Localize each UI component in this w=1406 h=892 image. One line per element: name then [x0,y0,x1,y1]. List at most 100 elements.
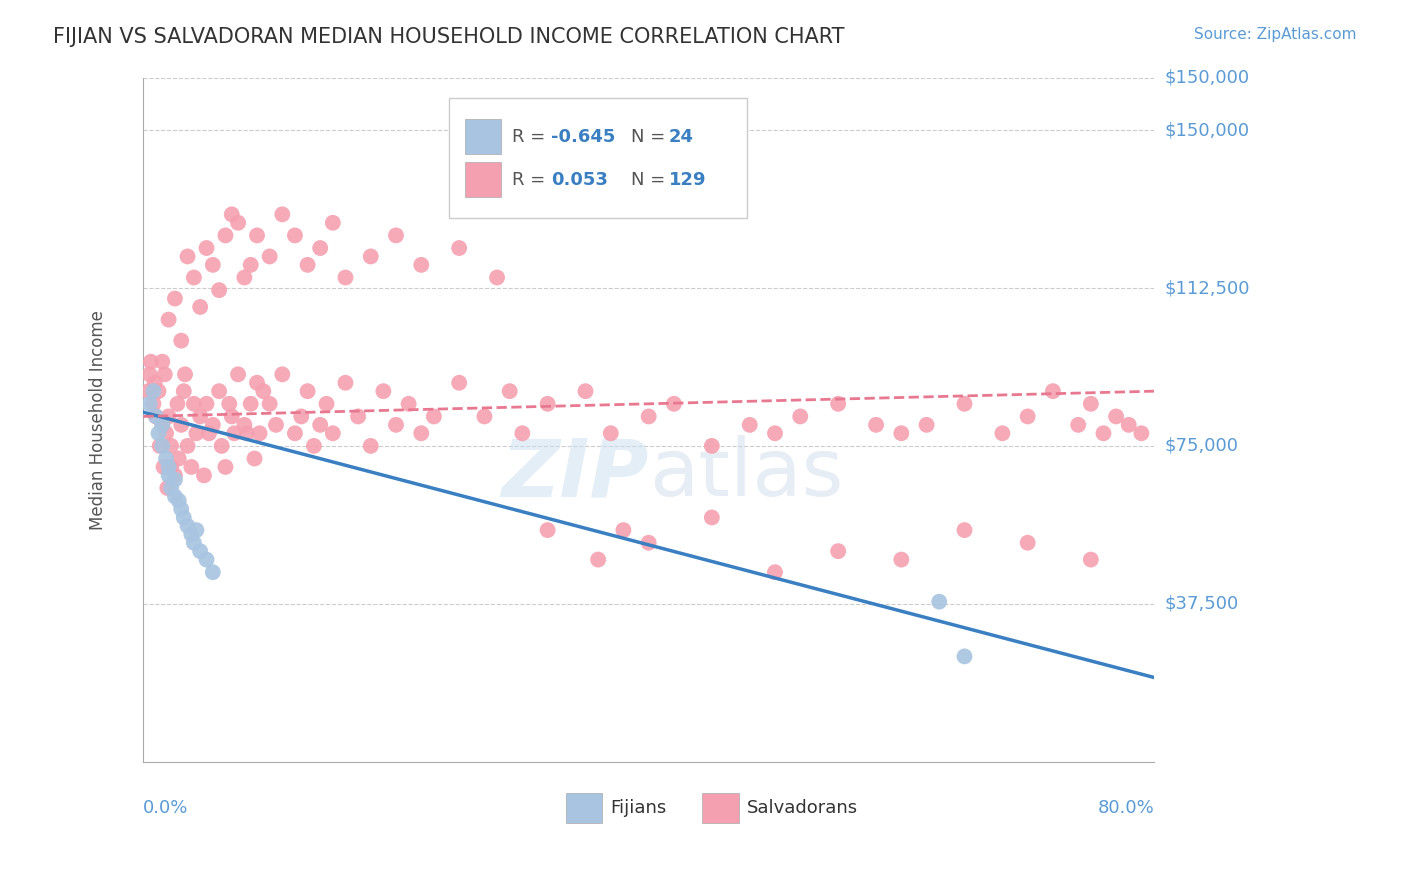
Text: Salvadorans: Salvadorans [747,799,858,817]
Point [599,426,621,441]
Point [536,523,558,537]
Point [239,397,262,411]
Point [309,241,332,255]
Point [170,417,193,432]
Point [183,535,205,549]
Text: N =: N = [631,171,672,189]
Point [150,439,173,453]
Point [226,368,249,382]
Point [180,527,202,541]
Point [249,426,271,441]
Point [211,439,233,453]
Point [284,426,307,441]
Point [150,417,173,432]
Point [586,552,609,566]
Point [233,270,256,285]
Point [188,300,211,314]
FancyBboxPatch shape [449,98,747,218]
Point [156,481,179,495]
Point [1080,552,1102,566]
FancyBboxPatch shape [565,793,602,823]
Point [155,451,177,466]
Text: N =: N = [631,128,672,146]
Point [738,417,761,432]
Point [928,595,950,609]
Point [163,468,186,483]
Point [183,270,205,285]
Point [214,459,236,474]
Point [148,426,170,441]
Point [186,426,208,441]
Point [180,459,202,474]
Point [188,544,211,558]
Point [865,417,887,432]
Point [411,426,433,441]
Point [145,409,167,424]
Point [208,283,231,297]
Point [360,250,382,264]
Point [243,451,266,466]
Point [138,397,160,411]
Point [827,544,849,558]
Point [512,426,534,441]
Point [157,468,180,483]
Point [1017,535,1039,549]
Point [153,368,176,382]
Point [160,481,183,495]
Text: 80.0%: 80.0% [1097,799,1154,817]
Point [1118,417,1140,432]
Point [315,397,337,411]
Point [221,207,243,221]
Point [173,384,195,399]
FancyBboxPatch shape [465,119,501,154]
Point [163,490,186,504]
Point [176,439,198,453]
Text: $150,000: $150,000 [1164,69,1250,87]
Text: FIJIAN VS SALVADORAN MEDIAN HOUSEHOLD INCOME CORRELATION CHART: FIJIAN VS SALVADORAN MEDIAN HOUSEHOLD IN… [53,27,845,46]
Point [226,216,249,230]
Point [160,439,183,453]
Point [574,384,596,399]
Point [991,426,1014,441]
FancyBboxPatch shape [465,161,501,197]
Text: ZIP: ZIP [502,435,648,513]
Point [195,241,218,255]
Point [302,439,325,453]
Point [637,409,659,424]
Point [188,409,211,424]
Point [1017,409,1039,424]
Point [1042,384,1064,399]
Point [246,228,269,243]
Point [193,468,215,483]
Point [208,384,231,399]
Point [322,216,344,230]
Point [259,250,281,264]
Point [145,409,167,424]
Point [163,292,186,306]
Point [170,502,193,516]
Point [259,397,281,411]
Point [150,417,173,432]
Point [201,258,224,272]
Point [143,376,166,390]
Point [700,439,723,453]
Point [423,409,446,424]
Point [309,417,332,432]
Point [1067,417,1090,432]
Point [486,270,509,285]
Point [170,334,193,348]
Point [474,409,496,424]
Point [347,409,370,424]
Text: -0.645: -0.645 [551,128,614,146]
Point [246,376,269,390]
Point [167,451,190,466]
Point [152,459,174,474]
Point [700,510,723,524]
Text: R =: R = [512,171,551,189]
Text: 0.053: 0.053 [551,171,607,189]
Point [157,409,180,424]
Text: 0.0%: 0.0% [143,799,188,817]
Point [360,439,382,453]
Point [148,384,170,399]
Point [173,510,195,524]
